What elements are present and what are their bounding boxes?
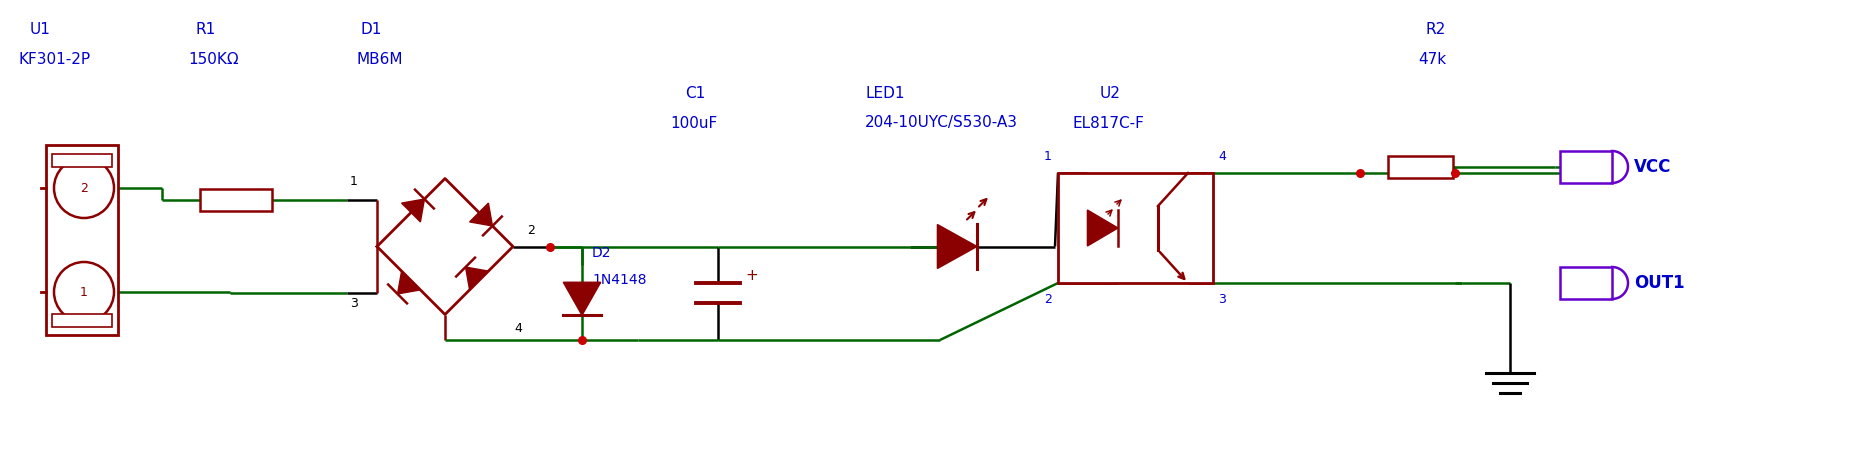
Text: D1: D1 — [359, 22, 382, 37]
Bar — [52, 314, 112, 327]
Polygon shape — [397, 271, 421, 294]
Text: 1: 1 — [80, 285, 88, 298]
Text: 1: 1 — [350, 175, 358, 188]
Text: C1: C1 — [685, 86, 706, 101]
Text: U2: U2 — [1101, 86, 1121, 101]
Text: 1: 1 — [1045, 150, 1052, 163]
Bar — [47, 145, 118, 335]
Circle shape — [54, 262, 114, 322]
Text: 47k: 47k — [1417, 52, 1447, 67]
Text: U1: U1 — [30, 22, 51, 37]
Bar — [1058, 173, 1213, 283]
Text: 2: 2 — [528, 223, 535, 237]
Text: 4: 4 — [515, 323, 522, 335]
Text: +: + — [745, 268, 758, 283]
Bar — [200, 189, 271, 211]
Polygon shape — [563, 282, 601, 315]
Text: 150KΩ: 150KΩ — [187, 52, 238, 67]
Bar — [1559, 151, 1612, 183]
Text: OUT1: OUT1 — [1634, 274, 1685, 292]
Polygon shape — [470, 203, 492, 226]
Text: D2: D2 — [592, 246, 612, 260]
Bar — [1387, 156, 1453, 178]
Text: 3: 3 — [350, 297, 358, 310]
Text: 3: 3 — [1219, 293, 1226, 306]
Polygon shape — [402, 199, 425, 222]
Polygon shape — [1088, 210, 1118, 246]
Text: VCC: VCC — [1634, 158, 1672, 176]
Text: R2: R2 — [1425, 22, 1445, 37]
Circle shape — [54, 158, 114, 218]
Bar — [52, 154, 112, 167]
Text: MB6M: MB6M — [356, 52, 402, 67]
Bar — [1559, 267, 1612, 299]
Text: 2: 2 — [1045, 293, 1052, 306]
Text: 204-10UYC/S530-A3: 204-10UYC/S530-A3 — [865, 116, 1018, 131]
Text: R1: R1 — [195, 22, 215, 37]
Text: KF301-2P: KF301-2P — [19, 52, 90, 67]
Text: EL817C-F: EL817C-F — [1073, 116, 1144, 131]
Text: 1N4148: 1N4148 — [592, 273, 646, 287]
Text: 2: 2 — [80, 182, 88, 194]
Text: 100uF: 100uF — [670, 116, 717, 131]
Text: LED1: LED1 — [865, 86, 904, 101]
Text: 4: 4 — [1219, 150, 1226, 163]
Polygon shape — [466, 267, 489, 290]
Polygon shape — [938, 224, 977, 268]
